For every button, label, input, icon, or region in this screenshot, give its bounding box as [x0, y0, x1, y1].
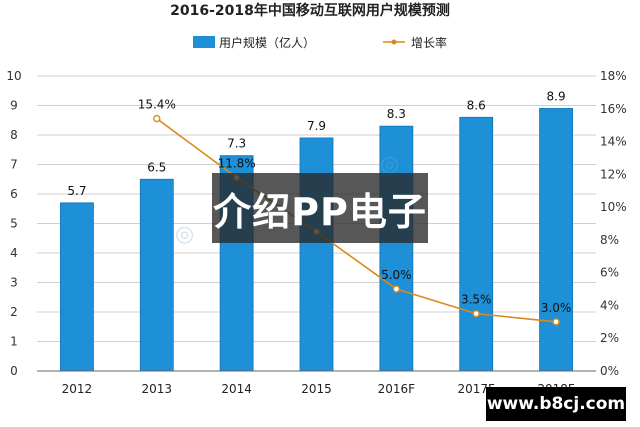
x-tick-label: 2014 — [221, 382, 252, 396]
background-watermark-mark: ◎ — [175, 222, 195, 247]
y-right-tick-label: 2% — [600, 331, 619, 345]
legend: 用户规模（亿人） 增长率 — [193, 35, 447, 50]
y-left-tick-label: 3 — [10, 276, 18, 290]
watermark-box: www.b8cj.com — [486, 387, 626, 421]
line-data-label: 15.4% — [138, 98, 176, 112]
y-left-tick-label: 2 — [10, 305, 18, 319]
overlay-text: 介绍PP电子 — [213, 189, 427, 234]
legend-swatch-line-marker — [391, 39, 397, 45]
y-right-tick-label: 18% — [600, 69, 627, 83]
line-point — [472, 309, 480, 318]
bar-data-label: 8.3 — [387, 107, 406, 121]
x-tick-label: 2017F — [457, 382, 495, 396]
y-left-tick-label: 9 — [10, 99, 18, 113]
x-tick-label: 2016F — [378, 382, 416, 396]
y-right-tick-label: 0% — [600, 364, 619, 378]
growth-rate-line — [156, 117, 557, 323]
y-left-tick-label: 8 — [10, 128, 18, 142]
bar-data-label: 7.3 — [227, 137, 246, 151]
y-right-tick-label: 14% — [600, 135, 627, 149]
y-axis-left: 0 1 2 3 4 5 6 7 8 9 10 — [6, 69, 21, 378]
y-right-tick-label: 16% — [600, 102, 627, 116]
line-point — [552, 318, 560, 326]
bar-data-label: 8.9 — [547, 89, 566, 103]
y-left-tick-label: 7 — [10, 158, 18, 172]
x-tick-label: 2015 — [301, 382, 332, 396]
watermark-text: www.b8cj.com — [486, 394, 626, 414]
y-right-tick-label: 4% — [600, 298, 619, 312]
background-watermark-mark-2: ◎ — [380, 152, 400, 177]
bar — [139, 178, 174, 372]
bar-data-label: 7.9 — [307, 119, 326, 133]
y-axis-right: 0% 2% 4% 6% 8% 10% 12% 14% 16% 18% — [600, 69, 627, 378]
y-left-tick-label: 0 — [10, 364, 18, 378]
bar — [60, 202, 94, 372]
y-left-tick-label: 6 — [10, 187, 18, 201]
line-data-label: 3.0% — [541, 301, 572, 315]
x-tick-label: 2013 — [142, 382, 173, 396]
bar-data-label: 6.5 — [147, 160, 166, 174]
line-point — [392, 285, 401, 293]
bar — [459, 116, 494, 372]
legend-swatch-bar — [193, 36, 215, 48]
legend-label-line: 增长率 — [411, 35, 447, 50]
bar-data-label: 8.6 — [467, 98, 486, 112]
legend-label-bar: 用户规模（亿人） — [219, 35, 315, 50]
line-data-label: 11.8% — [218, 157, 256, 171]
y-right-tick-label: 8% — [600, 233, 619, 247]
line-point — [153, 114, 161, 123]
y-right-tick-label: 6% — [600, 266, 619, 280]
overlay-banner: 介绍PP电子 — [212, 173, 428, 243]
y-right-tick-label: 12% — [600, 167, 627, 181]
y-left-tick-label: 10 — [6, 69, 21, 83]
line-data-label: 5.0% — [381, 268, 412, 282]
y-left-tick-label: 4 — [10, 246, 18, 260]
bar — [539, 108, 573, 372]
y-right-tick-label: 10% — [600, 200, 627, 214]
y-left-tick-label: 1 — [10, 335, 18, 349]
x-tick-label: 2012 — [62, 382, 93, 396]
bar-data-label: 5.7 — [67, 184, 86, 198]
line-data-label: 3.5% — [461, 293, 492, 307]
y-left-tick-label: 5 — [10, 217, 18, 231]
chart-title: 2016-2018年中国移动互联网用户规模预测 — [170, 2, 450, 19]
